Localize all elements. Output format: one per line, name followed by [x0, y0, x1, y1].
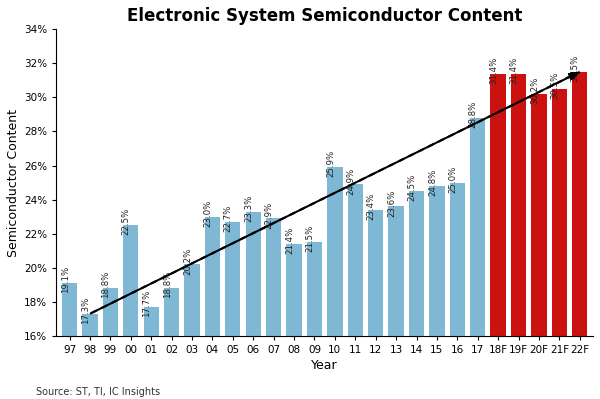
Text: 24.8%: 24.8%: [428, 169, 437, 196]
Bar: [62, 283, 77, 399]
Text: 17.7%: 17.7%: [142, 290, 151, 317]
Text: Source: ST, TI, IC Insights: Source: ST, TI, IC Insights: [36, 387, 160, 397]
Text: 23.3%: 23.3%: [244, 194, 253, 222]
Bar: [123, 225, 139, 399]
Text: 23.6%: 23.6%: [387, 190, 396, 217]
Text: 20.2%: 20.2%: [183, 247, 192, 275]
Text: 30.5%: 30.5%: [550, 72, 559, 99]
Text: 24.9%: 24.9%: [346, 167, 355, 195]
Bar: [225, 222, 241, 399]
Bar: [449, 183, 465, 399]
Text: 31.4%: 31.4%: [489, 57, 498, 84]
Text: 19.1%: 19.1%: [61, 266, 70, 293]
Bar: [368, 210, 383, 399]
Bar: [388, 206, 404, 399]
Text: 18.8%: 18.8%: [163, 271, 172, 298]
Bar: [245, 211, 261, 399]
Bar: [266, 218, 281, 399]
Bar: [307, 242, 322, 399]
Text: 17.3%: 17.3%: [81, 297, 90, 324]
Text: 18.8%: 18.8%: [101, 271, 110, 298]
Text: 23.0%: 23.0%: [203, 200, 212, 227]
Bar: [103, 288, 118, 399]
Text: 28.8%: 28.8%: [469, 101, 478, 128]
Bar: [409, 191, 424, 399]
Text: 24.5%: 24.5%: [407, 174, 416, 201]
Text: 21.5%: 21.5%: [305, 225, 314, 253]
Text: 31.4%: 31.4%: [509, 57, 518, 84]
Bar: [490, 73, 506, 399]
Text: 22.9%: 22.9%: [265, 201, 274, 229]
X-axis label: Year: Year: [311, 359, 338, 372]
Text: 31.5%: 31.5%: [571, 55, 580, 82]
Bar: [532, 94, 547, 399]
Text: 23.4%: 23.4%: [367, 193, 376, 220]
Bar: [205, 217, 220, 399]
Bar: [82, 314, 98, 399]
Text: 22.7%: 22.7%: [224, 205, 233, 232]
Bar: [511, 73, 526, 399]
Text: 25.9%: 25.9%: [326, 150, 335, 178]
Text: 22.5%: 22.5%: [122, 208, 131, 235]
Bar: [164, 288, 179, 399]
Title: Electronic System Semiconductor Content: Electronic System Semiconductor Content: [127, 7, 523, 25]
Bar: [286, 244, 302, 399]
Text: 21.4%: 21.4%: [285, 227, 294, 254]
Bar: [143, 307, 159, 399]
Bar: [552, 89, 567, 399]
Bar: [347, 184, 363, 399]
Bar: [184, 265, 200, 399]
Bar: [327, 167, 343, 399]
Bar: [572, 72, 587, 399]
Text: 25.0%: 25.0%: [448, 166, 457, 193]
Bar: [470, 118, 485, 399]
Y-axis label: Semiconductor Content: Semiconductor Content: [7, 109, 20, 257]
Bar: [429, 186, 445, 399]
Text: 30.2%: 30.2%: [530, 77, 539, 104]
